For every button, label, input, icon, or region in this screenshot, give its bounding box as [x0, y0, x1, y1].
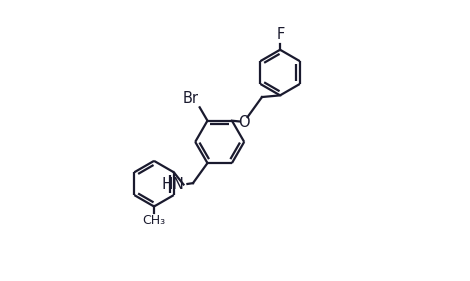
Text: F: F: [276, 27, 285, 42]
Text: O: O: [238, 115, 250, 130]
Text: Br: Br: [183, 92, 199, 106]
Text: CH₃: CH₃: [142, 214, 165, 227]
Text: HN: HN: [161, 177, 184, 192]
